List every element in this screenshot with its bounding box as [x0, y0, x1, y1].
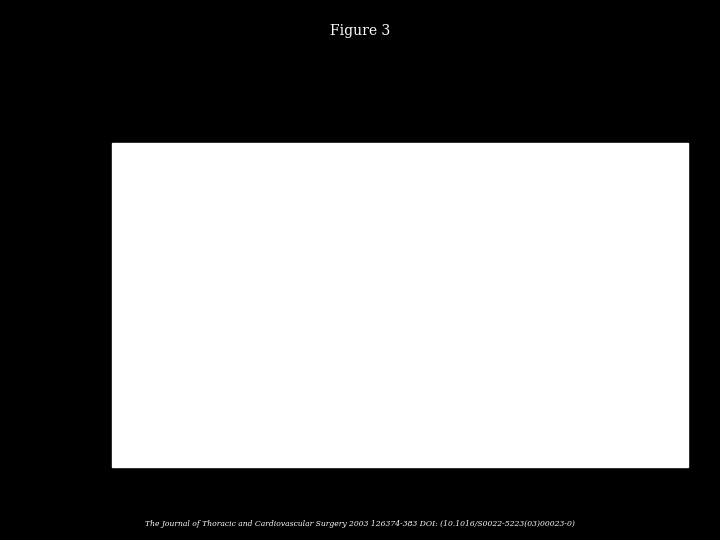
Text: (13%): (13%) — [346, 381, 379, 397]
Title: Probability of Survival: All Patients: Probability of Survival: All Patients — [188, 163, 356, 173]
Y-axis label: Percent Survival: Percent Survival — [118, 255, 128, 334]
Text: (63%): (63%) — [500, 273, 536, 291]
Y-axis label: Percent Survivor: Percent Survivor — [399, 254, 409, 335]
Text: 127 125  96  81  74  64  58  53  43  31  32  35  26  16   6   6   5   3: 127 125 96 81 74 64 58 53 43 31 32 35 26… — [155, 444, 385, 449]
Text: Figure 3: Figure 3 — [330, 24, 390, 38]
Text: B: B — [403, 435, 413, 448]
X-axis label: Months: Months — [535, 432, 570, 442]
Text: (63%): (63%) — [228, 273, 264, 291]
Title: Probability of Survival: Hospital Survivors: Probability of Survival: Hospital Surviv… — [451, 163, 654, 173]
Text: (30%): (30%) — [266, 334, 302, 352]
Text: The Journal of Thoracic and Cardiovascular Surgery 2003 126374-383 DOI: (10.1016: The Journal of Thoracic and Cardiovascul… — [145, 520, 575, 528]
Text: (37%): (37%) — [533, 318, 567, 336]
X-axis label: Months: Months — [254, 432, 289, 442]
Text: (22%): (22%) — [612, 366, 646, 383]
Text: 117  96  86  81  74  64  58  43  41  36  12  25  21  30   9  15   9   5   3   2 : 117 96 86 81 74 64 58 43 41 36 12 25 21 … — [436, 444, 719, 449]
Text: A: A — [122, 435, 132, 448]
